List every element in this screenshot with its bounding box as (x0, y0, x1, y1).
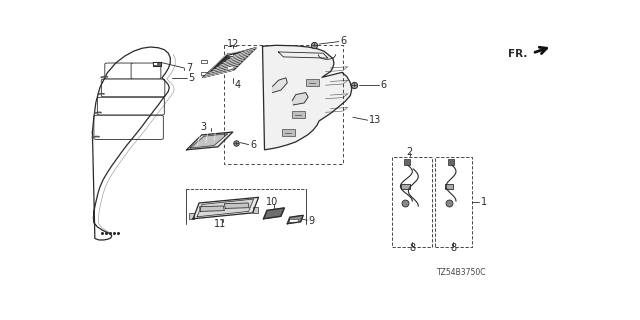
Text: 12: 12 (227, 39, 239, 49)
Text: 13: 13 (369, 115, 381, 125)
Polygon shape (292, 92, 308, 105)
FancyBboxPatch shape (101, 79, 165, 97)
FancyBboxPatch shape (94, 115, 163, 140)
Text: 11: 11 (214, 219, 226, 229)
Polygon shape (273, 78, 287, 92)
Polygon shape (200, 206, 225, 212)
Polygon shape (264, 208, 284, 219)
Text: 7: 7 (187, 63, 193, 73)
Text: 1: 1 (481, 196, 487, 206)
Bar (227, 53, 233, 56)
Text: 10: 10 (266, 197, 278, 207)
Bar (282, 129, 295, 136)
Text: 5: 5 (188, 73, 195, 83)
Polygon shape (203, 48, 256, 77)
Bar (292, 111, 305, 118)
Polygon shape (262, 45, 352, 150)
Bar (154, 62, 157, 65)
Text: 6: 6 (250, 140, 256, 150)
Bar (445, 184, 454, 189)
Text: 2: 2 (406, 147, 413, 157)
Text: 8: 8 (450, 243, 456, 253)
Bar (227, 66, 233, 69)
Bar (401, 184, 410, 189)
Bar (201, 60, 207, 62)
FancyBboxPatch shape (105, 63, 134, 79)
Bar (289, 219, 298, 222)
Text: 4: 4 (235, 80, 241, 90)
Text: 6: 6 (380, 80, 386, 90)
Text: 6: 6 (340, 36, 346, 46)
Polygon shape (197, 199, 253, 217)
Polygon shape (225, 203, 249, 208)
Polygon shape (190, 134, 228, 148)
Polygon shape (193, 197, 259, 219)
Text: TZ54B3750C: TZ54B3750C (437, 268, 486, 277)
Bar (189, 212, 194, 219)
Bar (253, 207, 257, 213)
Bar (306, 79, 319, 86)
Text: 3: 3 (200, 122, 206, 132)
FancyBboxPatch shape (131, 63, 161, 79)
Text: 8: 8 (409, 243, 415, 253)
Text: 9: 9 (308, 216, 314, 226)
Bar (154, 61, 161, 66)
Polygon shape (287, 215, 303, 224)
Bar (201, 72, 207, 75)
Text: FR.: FR. (508, 49, 527, 60)
Polygon shape (187, 132, 233, 150)
FancyBboxPatch shape (97, 97, 164, 115)
